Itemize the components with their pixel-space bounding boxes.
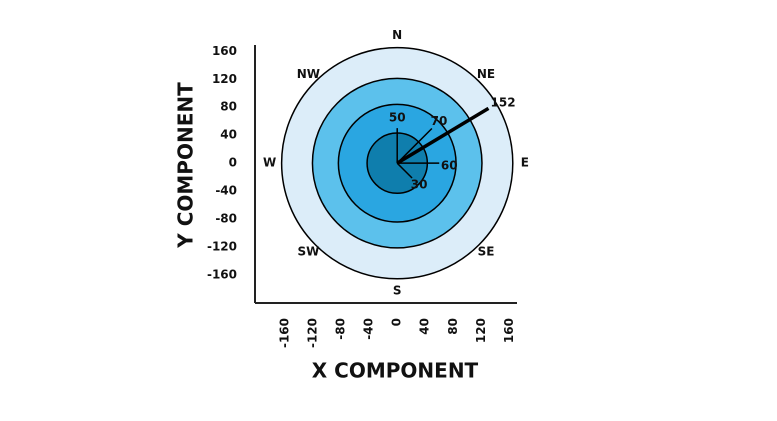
y-tick-label: -40 [215,184,237,198]
compass-label: S [393,283,402,297]
x-tick-label: -160 [278,318,292,348]
x-axis-title: X COMPONENT [312,359,479,383]
compass-label: SW [297,244,319,258]
vector-label: 30 [411,178,428,192]
compass-label: SE [478,244,495,258]
compass-label: E [521,156,529,170]
y-tick-label: 80 [220,100,237,114]
compass-label: W [263,156,276,170]
x-tick-label: -120 [306,318,320,348]
y-tick-label: -80 [215,212,237,226]
vector-label: 50 [389,111,406,125]
x-tick-label: 120 [474,318,488,343]
vector-label: 60 [441,159,458,173]
y-tick-label: 40 [220,128,237,142]
y-tick-label: 0 [229,156,237,170]
x-tick-label: 160 [502,318,516,343]
vector-label: 152 [491,96,516,110]
vector [396,106,490,165]
vector-label: 70 [431,114,448,128]
vector [396,162,413,179]
x-tick-label: 0 [390,318,404,326]
x-tick-label: 80 [446,318,460,335]
y-tick-label: 120 [212,72,237,86]
y-tick-label: 160 [212,44,237,58]
y-tick-label: -160 [207,268,237,282]
y-tick-label: -120 [207,240,237,254]
x-tick-label: -80 [334,318,348,340]
x-tick-label: 40 [418,318,432,335]
compass-label: NE [477,67,495,81]
compass-label: NW [297,67,320,81]
vector [396,127,433,164]
compass-label: N [392,28,402,42]
x-tick-label: -40 [362,318,376,340]
y-axis-title: Y COMPONENT [174,82,198,249]
